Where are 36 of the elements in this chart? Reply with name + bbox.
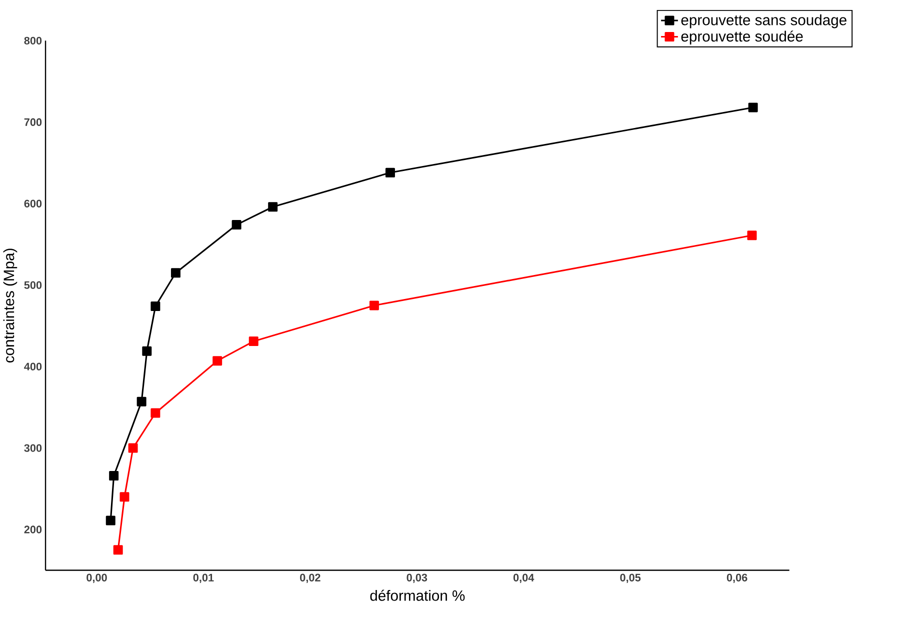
y-tick-label: 500: [24, 281, 42, 290]
point: [748, 102, 758, 112]
y-tick-label: 200: [24, 526, 42, 534]
x-tick-label: 0,02: [300, 574, 320, 584]
x-tick-label: 0,06: [726, 574, 748, 584]
point: [212, 356, 222, 366]
point: [136, 396, 146, 406]
point: [369, 300, 379, 310]
x-axis-title: déformation %: [370, 590, 465, 601]
x-tick-label: 0,00: [86, 574, 107, 584]
point: [170, 268, 180, 278]
point: [109, 471, 119, 481]
x-tick-label: 0,03: [406, 574, 428, 584]
y-axis-title: contraintes (Mpa): [3, 248, 18, 363]
point: [268, 202, 278, 212]
point: [150, 408, 160, 418]
y-tick-label: 800: [24, 36, 42, 45]
x-tick-label: 0,01: [193, 574, 214, 584]
point: [128, 443, 138, 453]
x-tick-label: 0,04: [513, 574, 534, 584]
y-tick-label: 400: [24, 362, 42, 371]
legend-label: eprouvette soudée: [681, 30, 803, 45]
point: [232, 220, 242, 230]
point: [142, 346, 152, 356]
y-tick-label: 300: [24, 444, 42, 452]
point: [385, 168, 395, 178]
point: [150, 302, 160, 312]
point: [120, 492, 130, 502]
legend-label: eprouvette sans soudage: [681, 14, 846, 28]
y-tick-label: 600: [24, 200, 42, 208]
point: [248, 336, 258, 346]
x-tick-label: 0,05: [620, 574, 641, 584]
point: [747, 230, 757, 240]
point: [113, 545, 123, 555]
point: [106, 516, 116, 526]
y-tick-label: 700: [24, 118, 42, 126]
